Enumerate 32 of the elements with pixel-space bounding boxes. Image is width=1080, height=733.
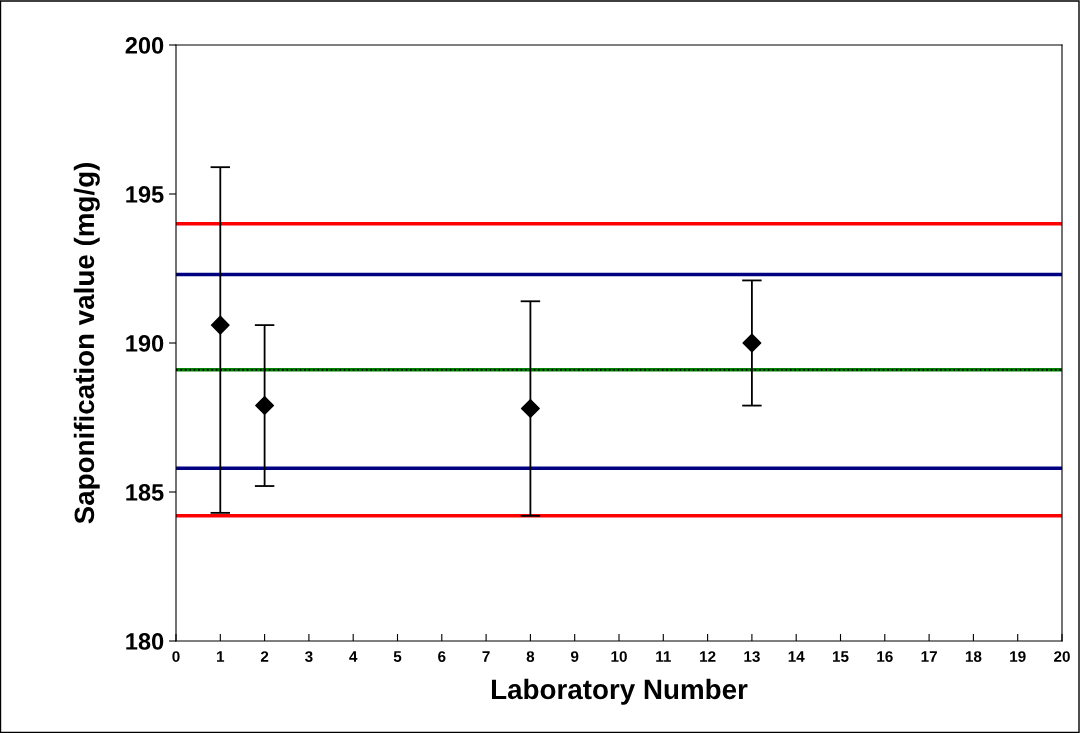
x-tick-label: 8 bbox=[526, 651, 535, 662]
y-tick-label: 200 bbox=[125, 37, 164, 54]
point bbox=[255, 396, 275, 416]
x-tick-label: 13 bbox=[744, 651, 760, 662]
x-tick-label: 20 bbox=[1054, 651, 1070, 662]
point bbox=[210, 315, 230, 335]
x-axis-title: Laboratory Number bbox=[491, 678, 748, 705]
x-tick-label: 11 bbox=[656, 651, 671, 662]
x-tick-label: 12 bbox=[700, 651, 716, 662]
x-tick-label: 6 bbox=[438, 651, 446, 662]
point bbox=[520, 399, 540, 419]
x-tick-label: 1 bbox=[217, 651, 225, 662]
x-tick-label: 19 bbox=[1010, 651, 1026, 662]
y-tick-label: 180 bbox=[126, 633, 164, 650]
y-tick-label: 190 bbox=[126, 335, 164, 352]
y-tick-label: 185 bbox=[126, 484, 164, 501]
point bbox=[742, 333, 762, 353]
x-tick-label: 2 bbox=[260, 651, 269, 662]
x-tick-label: 14 bbox=[788, 651, 805, 662]
x-tick-label: 16 bbox=[877, 651, 893, 662]
x-tick-label: 4 bbox=[349, 651, 358, 662]
x-tick-label: 5 bbox=[393, 651, 402, 662]
x-tick-label: 18 bbox=[965, 651, 982, 662]
x-tick-label: 0 bbox=[172, 651, 180, 662]
x-tick-label: 9 bbox=[570, 651, 579, 662]
x-tick-label: 10 bbox=[611, 651, 627, 662]
x-tick-label: 7 bbox=[482, 651, 490, 662]
x-tick-label: 17 bbox=[921, 651, 937, 662]
x-tick-label: 15 bbox=[832, 651, 849, 662]
y-axis-title: Saponification value (mg/g) bbox=[73, 163, 100, 524]
x-tick-label: 3 bbox=[305, 651, 313, 662]
y-tick-label: 195 bbox=[126, 186, 164, 203]
